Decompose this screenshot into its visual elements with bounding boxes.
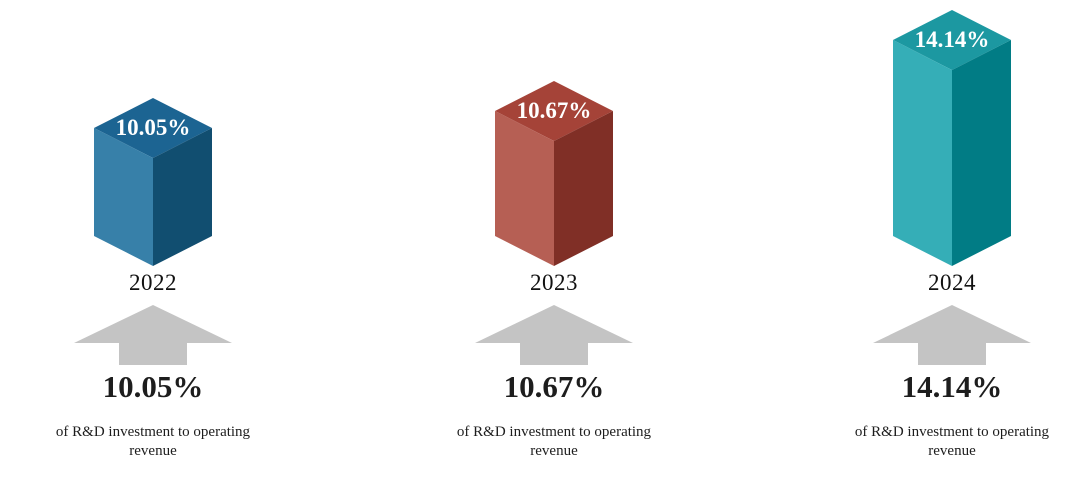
up-arrow-shape [74,305,232,365]
year-label: 2024 [928,270,976,295]
percentage-value: 10.67% [503,369,605,404]
caption-line: of R&D investment to operating [55,424,251,440]
bar-right-face [153,128,212,266]
up-arrow-icon [74,305,232,365]
caption-line: of R&D investment to operating [456,424,652,440]
up-arrow-icon [873,305,1031,365]
bar-right-face [554,111,613,266]
percentage-value: 10.05% [102,369,204,404]
bar-left-face [94,128,153,266]
percentage-value: 14.14% [901,369,1003,404]
caption-line: revenue [129,443,177,459]
bar-left-face [893,40,952,266]
caption-line: revenue [928,443,976,459]
caption: of R&D investment to operating revenue [23,423,283,461]
up-arrow-icon [475,305,633,365]
up-arrow-shape [475,305,633,365]
bar-3d-2023: 10.67% [495,81,613,266]
bar-value-label: 10.05% [116,115,191,140]
caption-line: revenue [530,443,578,459]
bar-right-face [952,40,1011,266]
bar-value-label: 10.67% [517,98,592,123]
chart-column-2023: 10.67% 2023 10.67% of R&D investment to ope… [424,0,684,490]
up-arrow-shape [873,305,1031,365]
bar-value-label: 14.14% [915,27,990,52]
bar-left-face [495,111,554,266]
year-label: 2022 [129,270,177,295]
caption-line: of R&D investment to operating [854,424,1050,440]
year-label: 2023 [530,270,578,295]
bar-3d-2024: 14.14% [893,10,1011,266]
caption: of R&D investment to operating revenue [424,423,684,461]
chart-column-2022: 10.05% 2022 10.05% of R&D investment to ope… [23,0,283,490]
caption: of R&D investment to operating revenue [822,423,1079,461]
bar-3d-2022: 10.05% [94,98,212,266]
chart-column-2024: 14.14% 2024 14.14% of R&D investment to ope… [822,0,1079,490]
